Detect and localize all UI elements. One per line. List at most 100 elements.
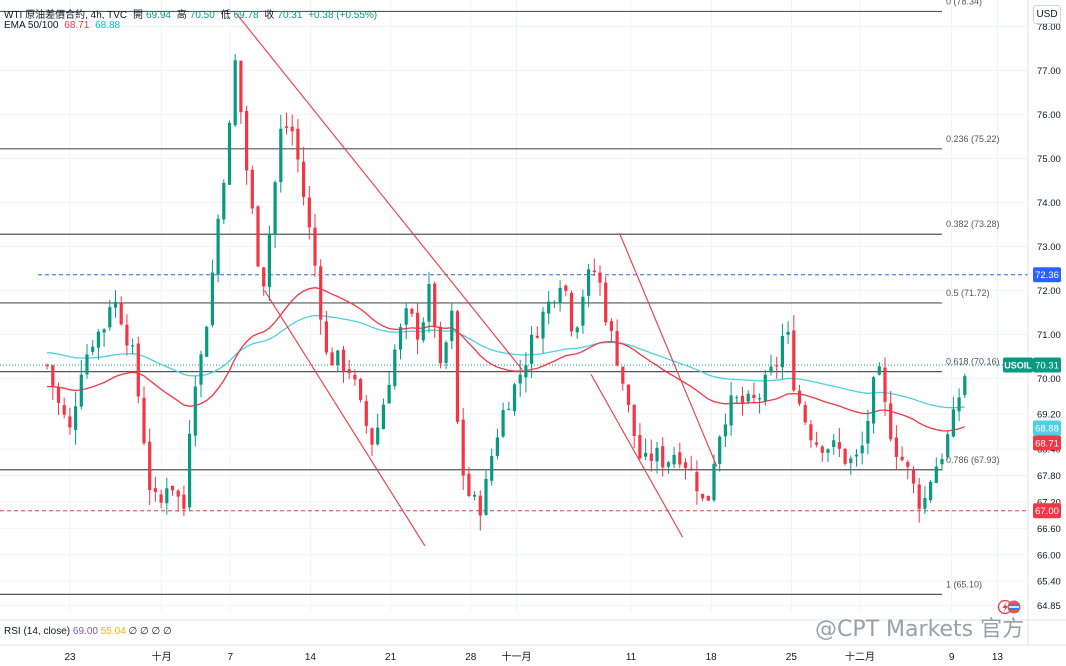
candle-body — [683, 462, 688, 469]
candle-body — [547, 301, 551, 314]
y-tick-label: 78.00 — [1037, 22, 1061, 33]
open-label: 開 — [132, 10, 143, 21]
candle-body — [843, 448, 847, 464]
candle-body — [934, 466, 938, 483]
watermark: @CPT Markets 官方 — [815, 617, 1025, 642]
candle-body — [604, 282, 608, 323]
candle-body — [296, 128, 300, 160]
price-tag — [1033, 357, 1061, 373]
candle-body — [809, 424, 813, 441]
x-tick-label: 28 — [465, 652, 477, 663]
price-tags: 72.36 USOIL 70.31 68.88 68.71 67.00 — [1003, 267, 1061, 519]
candle-body — [455, 311, 460, 422]
candle-body — [370, 428, 374, 445]
candle-body — [877, 366, 881, 375]
candle-body — [701, 493, 705, 499]
candle-body — [467, 473, 471, 496]
candle-body — [946, 434, 950, 458]
candle-body — [872, 377, 876, 424]
candle-body — [364, 401, 368, 426]
x-tick-label: 十二月 — [845, 650, 875, 663]
price-tag-label: 67.00 — [1035, 506, 1059, 517]
candle-body — [723, 424, 727, 437]
candle-body — [74, 406, 78, 430]
candle-body — [148, 441, 152, 491]
fib-label: 0.786 (67.93) — [946, 455, 1000, 465]
candle-body — [119, 303, 123, 325]
candle-body — [769, 366, 773, 373]
symbol-tag — [1003, 357, 1033, 373]
lightning-icon-group[interactable] — [997, 599, 1021, 615]
candle-body — [170, 485, 175, 491]
fib-labels: 0 (78.34) 0.236 (75.22) 0.382 (73.28) 0.5 (… — [946, 0, 1000, 589]
x-tick-label: 9 — [949, 652, 955, 663]
candle-body — [535, 335, 539, 338]
candle-body — [609, 321, 613, 331]
flag-icon — [1009, 606, 1019, 608]
candle-body — [91, 346, 95, 352]
candle-body — [102, 329, 106, 333]
candle-body — [273, 182, 277, 235]
y-tick-label: 66.00 — [1037, 550, 1061, 561]
candle-body — [906, 461, 910, 467]
candle-body — [780, 336, 784, 368]
candle-body — [62, 405, 66, 415]
ema-lines — [47, 287, 966, 432]
candle-body — [353, 374, 357, 380]
candle-body — [153, 488, 157, 492]
price-tag — [1033, 267, 1061, 283]
rsi-extras: ∅ ∅ ∅ ∅ — [128, 626, 172, 637]
x-tick-label: 23 — [64, 652, 76, 663]
candle-body — [832, 440, 836, 447]
candle-body — [826, 449, 830, 453]
x-tick-label: 13 — [992, 652, 1004, 663]
candle-body — [530, 334, 534, 364]
y-tick-label: 66.60 — [1037, 524, 1061, 535]
candle-body — [250, 169, 254, 209]
price-tag-label: 68.88 — [1035, 423, 1059, 434]
candle-body — [222, 182, 226, 220]
candle-body — [581, 296, 585, 326]
ema50-line — [47, 287, 966, 432]
candle-body — [188, 433, 192, 508]
candle-body — [598, 272, 602, 283]
candle-body — [541, 311, 545, 339]
candle-body — [450, 310, 454, 342]
candle-body — [963, 376, 967, 396]
candle-body — [113, 301, 118, 308]
channel-line — [619, 233, 718, 467]
y-tick-label: 77.00 — [1037, 66, 1061, 77]
price-tag — [1033, 420, 1061, 436]
candle-body — [803, 404, 807, 423]
candle-body — [706, 495, 710, 501]
price-tag — [1033, 435, 1061, 451]
ema-legend[interactable]: EMA 50/100 68.71 68.88 — [4, 20, 123, 31]
candle-body — [883, 367, 887, 402]
high-value: 70.50 — [189, 10, 215, 21]
candle-body — [507, 408, 511, 411]
candle-body — [427, 284, 431, 322]
currency-button[interactable]: USD — [1033, 5, 1061, 24]
candle-body — [359, 379, 363, 400]
x-tick-label: 18 — [706, 652, 718, 663]
fib-label: 0.236 (75.22) — [946, 134, 1000, 144]
candle-body — [621, 366, 625, 384]
candle-body — [752, 394, 756, 399]
y-tick-label: 64.85 — [1037, 601, 1061, 612]
candle-body — [957, 397, 961, 412]
symbol-title[interactable]: WTI 原油差價合約, 4h, TVC — [4, 10, 128, 21]
candle-body — [279, 128, 283, 183]
y-tick-label: 71.00 — [1037, 330, 1061, 341]
candle-body — [131, 345, 135, 347]
candle-body — [205, 326, 209, 357]
y-tick-label: 67.80 — [1037, 471, 1061, 482]
fib-label: 1 (65.10) — [946, 579, 982, 589]
x-tick-label: 十一月 — [502, 650, 532, 663]
candle-body — [655, 447, 659, 462]
candle-body — [490, 456, 494, 481]
rsi-legend[interactable]: RSI (14, close) 69.00 55.04 ∅ ∅ ∅ ∅ — [4, 626, 172, 637]
candle-body — [416, 312, 420, 340]
candle-body — [894, 437, 898, 457]
candle-body — [815, 442, 819, 445]
